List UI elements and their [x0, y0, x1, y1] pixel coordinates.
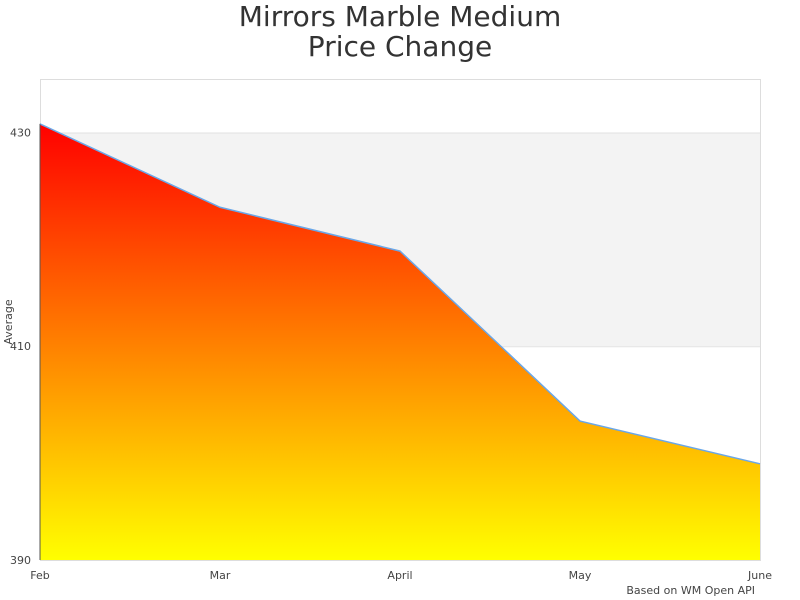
y-tick-label: 410 [10, 340, 31, 353]
chart-title-line2: Price Change [307, 30, 493, 63]
y-tick-label: 430 [10, 126, 31, 139]
y-axis-label: Average [2, 299, 15, 344]
x-tick-label: June [747, 569, 772, 582]
x-tick-label: May [569, 569, 592, 582]
x-tick-label: Feb [30, 569, 49, 582]
chart-title-line1: Mirrors Marble Medium [238, 0, 562, 33]
area-fill [40, 123, 760, 560]
chart-title: Mirrors Marble Medium Price Change [0, 2, 800, 62]
credit-text: Based on WM Open API [626, 584, 755, 597]
x-tick-label: April [387, 569, 412, 582]
x-tick-label: Mar [210, 569, 231, 582]
y-tick-label: 390 [10, 554, 31, 567]
